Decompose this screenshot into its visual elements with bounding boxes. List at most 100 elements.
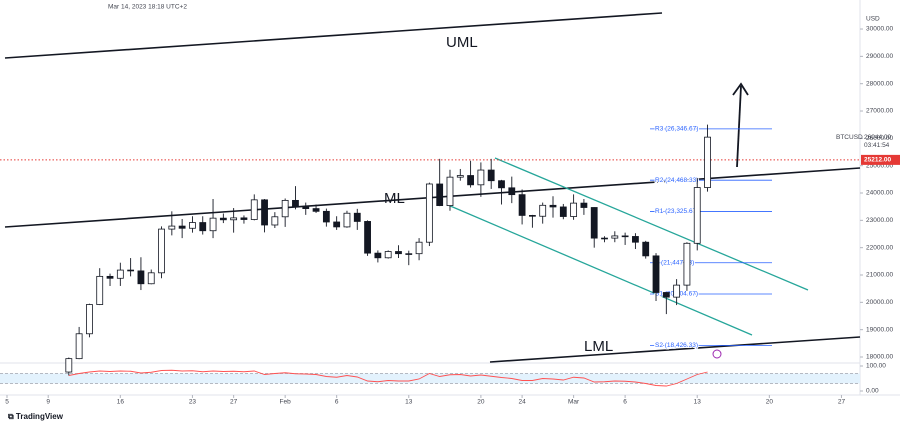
candle-body (250, 199, 258, 220)
logo: ⧉ TradingView (8, 412, 64, 421)
pivot-label: R1 (23,325.67) (655, 208, 698, 215)
candle-body (158, 228, 165, 274)
candle-body (343, 212, 351, 228)
price-line-box (861, 154, 900, 165)
candle-body (487, 169, 495, 182)
candle-body (611, 235, 619, 239)
x-tick-label: 13 (694, 399, 702, 406)
candle-body (590, 207, 598, 239)
x-tick-label: 16 (117, 399, 125, 406)
candle-body (281, 199, 289, 218)
x-tick-label: 6 (623, 399, 627, 406)
event-icon (712, 349, 722, 359)
uml-line (4, 12, 663, 59)
candle-body (704, 136, 711, 188)
candle-body (96, 275, 104, 305)
x-tick-label: 20 (766, 399, 774, 406)
candle-body (364, 221, 371, 254)
symbol-label: BTCUSD (836, 134, 863, 141)
rsi-pane (0, 373, 860, 384)
candle-body (621, 235, 629, 238)
y-tick-label: 21000.00 (866, 272, 893, 279)
candle-body (189, 222, 196, 229)
y-tick-label: 18000.00 (866, 354, 893, 361)
x-tick-label: Feb (280, 399, 292, 406)
x-tick-label: 9 (46, 399, 50, 406)
y-tick-label: 22000.00 (866, 244, 893, 251)
candle-body (199, 222, 207, 232)
channel-lower (447, 204, 753, 336)
currency: USD (866, 16, 880, 23)
annotation: UML (446, 34, 478, 51)
candle-body (384, 251, 392, 259)
datetime: Mar 14, 2023 18:18 UTC+2 (108, 4, 187, 11)
candle-body (529, 215, 536, 217)
lml-line (489, 336, 861, 363)
candle-body (353, 212, 361, 222)
y-tick-label: 23000.00 (866, 217, 893, 224)
candle-body (261, 199, 268, 226)
x-tick-label: 5 (5, 399, 9, 406)
pivot-label: P (21,447.33) (655, 259, 694, 266)
x-tick-label: 13 (405, 399, 413, 406)
candle-body (652, 255, 660, 293)
candle-body (467, 175, 474, 186)
y-tick-label: 28000.00 (866, 80, 893, 87)
y-tick-label: 19000.00 (866, 326, 893, 333)
candle-body (116, 269, 124, 279)
candle-body (322, 210, 330, 223)
candle-body (178, 225, 186, 229)
y-tick-label: 26000.00 (866, 135, 893, 142)
y-tick-label: 27000.00 (866, 108, 893, 115)
candle-body (147, 272, 155, 285)
candle-body (86, 304, 93, 335)
x-tick-label: 6 (335, 399, 339, 406)
rsi-tick-label: 0.00 (866, 388, 879, 395)
candle-body (632, 236, 639, 243)
rsi-line (68, 369, 708, 387)
candle-body (106, 275, 114, 279)
pivot-label: R2 (24,468.33) (655, 177, 698, 184)
candle-body (518, 194, 526, 216)
candle-body (559, 206, 567, 217)
candle-body (693, 187, 701, 244)
candle-body (168, 225, 176, 230)
x-tick-label: 27 (838, 399, 846, 406)
candle-body (240, 217, 248, 220)
candle-body (333, 221, 341, 228)
pivot-label: S2 (18,426.33) (655, 342, 698, 349)
candle-body (580, 202, 588, 208)
candle-body (456, 175, 464, 178)
arrow-head (732, 82, 749, 96)
y-tick-label: 24000.00 (866, 190, 893, 197)
annotation: ML (384, 190, 405, 207)
candle-body (302, 206, 310, 209)
candle-body (65, 358, 73, 373)
candle-body (425, 183, 433, 243)
rsi-band (0, 373, 860, 384)
candle-body (395, 251, 402, 255)
candle-body (662, 292, 670, 298)
candle-body (570, 202, 578, 217)
candle-body (271, 216, 279, 226)
arrow-shaft (736, 85, 742, 168)
candle-body (549, 204, 557, 208)
candle-body (673, 284, 681, 298)
pivot-label: R3 (26,346.67) (655, 126, 698, 133)
x-tick-label: 20 (477, 399, 485, 406)
x-tick-label: 27 (230, 399, 238, 406)
x-tick-label: Mar (568, 399, 580, 406)
candle-body (508, 187, 516, 196)
annotation: LML (584, 338, 613, 355)
countdown: 03:41:54 (864, 142, 890, 149)
candle-body (209, 217, 217, 232)
x-tick-label: 24 (518, 399, 526, 406)
candle-body (477, 169, 485, 186)
candle-body (642, 241, 650, 257)
candle-body (230, 217, 238, 221)
candle-body (601, 237, 608, 240)
candle-body (539, 204, 547, 217)
candle-body (127, 269, 135, 272)
y-tick-label: 30000.00 (866, 26, 893, 33)
